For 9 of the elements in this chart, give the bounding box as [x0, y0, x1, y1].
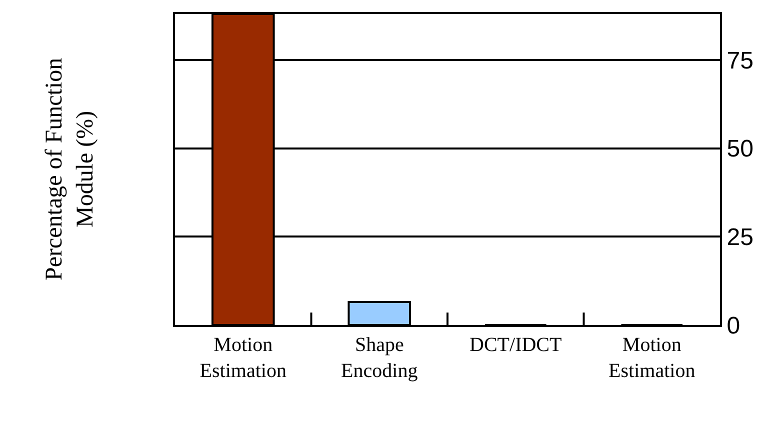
y-tick-label: 75	[726, 47, 754, 74]
y-tick-label: 50	[726, 136, 754, 163]
x-tick-label: Motion Estimation	[608, 334, 696, 382]
y-tick-label: 0	[726, 312, 740, 340]
x-tick-label: DCT/IDCT	[470, 334, 562, 356]
x-tick-label: Shape Encoding	[341, 334, 418, 382]
text: Percentage of Function Module (%)	[42, 58, 99, 280]
y-tick-label: 25	[726, 224, 754, 252]
x-tick-label: Motion Estimation	[200, 334, 286, 382]
